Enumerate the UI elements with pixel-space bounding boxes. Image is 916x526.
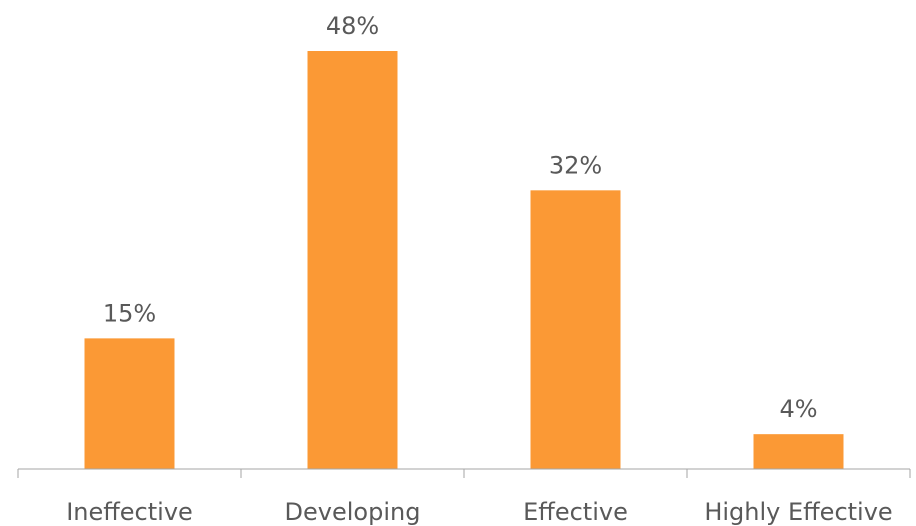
bar-developing xyxy=(307,51,398,469)
x-axis-ticks xyxy=(17,469,911,478)
category-label-highly-effective: Highly Effective xyxy=(704,498,892,526)
bar-highly-effective xyxy=(753,434,844,469)
value-label-ineffective: 15% xyxy=(103,299,156,327)
bars-group xyxy=(84,51,844,470)
category-label-effective: Effective xyxy=(523,498,628,526)
category-labels-group: Ineffective Developing Effective Highly Eff… xyxy=(66,498,892,526)
category-label-developing: Developing xyxy=(285,498,421,526)
value-label-highly-effective: 4% xyxy=(779,395,817,423)
value-labels-group: 15% 48% 32% 4% xyxy=(103,12,818,423)
value-label-effective: 32% xyxy=(549,151,602,179)
category-label-ineffective: Ineffective xyxy=(66,498,193,526)
bar-ineffective xyxy=(84,338,175,469)
bar-effective xyxy=(530,190,621,470)
value-label-developing: 48% xyxy=(326,12,379,40)
